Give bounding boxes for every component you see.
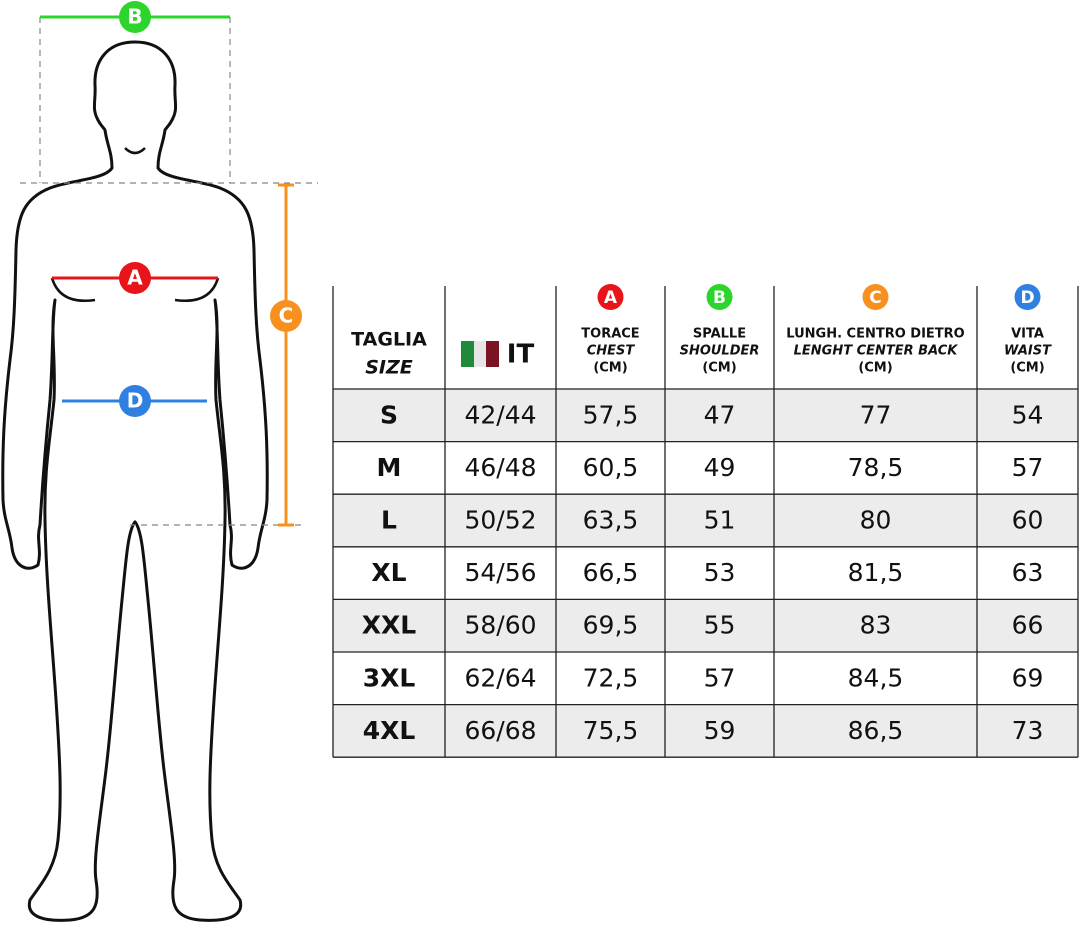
row-shade — [333, 389, 1078, 442]
marker-circle — [862, 284, 889, 310]
cell: 75,5 — [583, 716, 639, 745]
chin — [124, 147, 146, 155]
size-label: M — [377, 453, 402, 482]
header-title: IT — [507, 340, 535, 370]
cell: 47 — [704, 400, 736, 429]
header-unit: (CM) — [702, 361, 736, 376]
cell: 42/44 — [464, 400, 536, 429]
header-title: VITA — [1011, 327, 1044, 342]
cell: 49 — [704, 453, 736, 482]
cell: 80 — [860, 506, 892, 535]
cell: 86,5 — [848, 716, 904, 745]
marker-letter: D — [1020, 288, 1034, 308]
cell: 73 — [1012, 716, 1044, 745]
marker-letter: A — [604, 288, 618, 308]
body-figure — [1, 15, 318, 922]
cell: 53 — [704, 558, 736, 587]
cell: 66 — [1012, 611, 1044, 640]
body-outline — [1, 40, 137, 922]
size-label: 3XL — [363, 663, 416, 692]
cell: 60 — [1012, 506, 1044, 535]
cell: 83 — [860, 611, 892, 640]
cell: 72,5 — [583, 663, 639, 692]
header-title: LUNGH. CENTRO DIETRO — [786, 327, 964, 342]
measure-c — [278, 183, 294, 527]
cell: 46/48 — [464, 453, 536, 482]
cell: 69,5 — [583, 611, 639, 640]
cell: 54/56 — [464, 558, 536, 587]
cell: 60,5 — [583, 453, 639, 482]
header-subtitle: CHEST — [587, 344, 636, 359]
marker-letter: D — [127, 389, 144, 413]
flag-white — [474, 341, 486, 367]
cell: 66/68 — [464, 716, 536, 745]
marker-letter: C — [279, 304, 294, 328]
cell: 77 — [860, 400, 892, 429]
cell: 57 — [1012, 453, 1044, 482]
cell: 57,5 — [583, 400, 639, 429]
size-label: S — [380, 400, 398, 429]
header-unit: (CM) — [1010, 361, 1044, 376]
cell: 84,5 — [848, 663, 904, 692]
marker-circle — [706, 284, 733, 310]
header-subtitle: WAIST — [1004, 344, 1052, 359]
cell: 62/64 — [464, 663, 536, 692]
cell: 59 — [704, 716, 736, 745]
cell: 69 — [1012, 663, 1044, 692]
marker-circle — [270, 300, 302, 332]
cell: 81,5 — [848, 558, 904, 587]
row-shade — [333, 494, 1078, 547]
body-outline-mirror — [133, 40, 269, 922]
marker-letter: B — [713, 288, 726, 308]
size-label: XL — [371, 558, 406, 587]
marker-circle — [597, 284, 624, 310]
header-title: TORACE — [581, 327, 639, 342]
header-subtitle: SIZE — [365, 357, 413, 379]
cell: 78,5 — [848, 453, 904, 482]
cell: 58/60 — [464, 611, 536, 640]
flag — [461, 341, 499, 367]
chest-lines — [50, 277, 220, 302]
cell: 55 — [704, 611, 736, 640]
row-shade — [333, 599, 1078, 652]
header-subtitle: SHOULDER — [680, 344, 760, 359]
size-label: L — [381, 506, 397, 535]
header-title: SPALLE — [693, 327, 746, 342]
header-unit: (CM) — [593, 361, 627, 376]
header-unit: (CM) — [858, 361, 892, 376]
marker-letter: A — [127, 266, 143, 290]
cell: 63 — [1012, 558, 1044, 587]
marker-letter: B — [127, 5, 142, 29]
size-label: 4XL — [363, 716, 416, 745]
flag-green — [461, 341, 474, 367]
marker-circle — [119, 262, 151, 294]
cell: 51 — [704, 506, 736, 535]
marker-circle — [119, 1, 151, 33]
header-subtitle: LENGHT CENTER BACK — [794, 344, 959, 359]
cell: 66,5 — [583, 558, 639, 587]
cell: 57 — [704, 663, 736, 692]
size-label: XXL — [362, 611, 417, 640]
cell: 50/52 — [464, 506, 536, 535]
cell: 54 — [1012, 400, 1044, 429]
flag-red — [486, 341, 499, 367]
row-shade — [333, 704, 1078, 758]
header-title: TAGLIA — [351, 329, 427, 351]
marker-circle — [1014, 284, 1041, 310]
marker-circle — [119, 385, 151, 417]
cell: 63,5 — [583, 506, 639, 535]
marker-letter: C — [869, 288, 881, 308]
